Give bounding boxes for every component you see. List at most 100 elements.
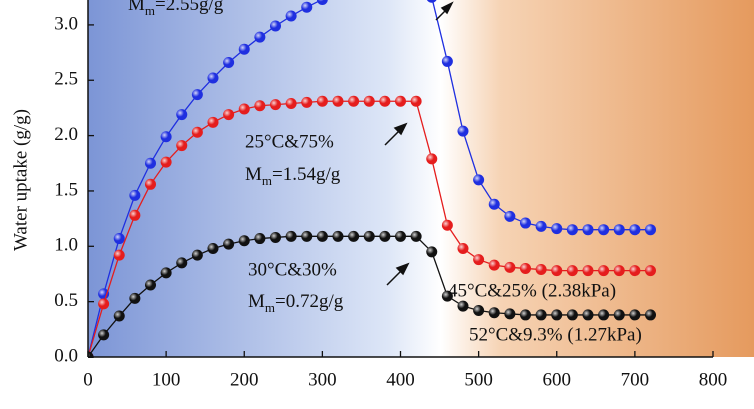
point-shine [129, 292, 141, 304]
point-shine [363, 230, 375, 242]
point-shine [113, 310, 125, 322]
y-tick-label: 3.0 [54, 13, 78, 34]
point-shine [410, 230, 422, 242]
annotation: Mm=2.55g/g [128, 0, 224, 18]
annotation-part: M [248, 291, 265, 312]
point-shine [473, 174, 485, 186]
annotation: 25°C&75% [245, 131, 334, 152]
point-shine [629, 309, 641, 321]
point-shine [520, 217, 531, 229]
annotation: Mm=1.54g/g [245, 164, 341, 188]
point-shine [207, 116, 219, 128]
x-tick-label: 0 [83, 369, 93, 390]
point-shine [488, 259, 500, 271]
point-shine [98, 329, 110, 341]
point-shine [332, 230, 344, 242]
x-tick-label: 700 [621, 369, 650, 390]
point-shine [270, 99, 281, 111]
point-shine [566, 265, 578, 277]
point-shine [223, 57, 235, 69]
annotation-part: m [265, 300, 275, 315]
point-shine [645, 265, 656, 277]
point-shine [238, 43, 250, 55]
annotation-part: M [245, 164, 262, 185]
point-shine [520, 309, 531, 321]
y-tick-label: 0.0 [54, 345, 78, 366]
point-shine [332, 95, 344, 107]
point-shine [113, 233, 125, 245]
point-shine [207, 72, 219, 84]
point-shine [551, 309, 563, 321]
point-shine [191, 126, 203, 138]
point-shine [488, 307, 500, 319]
point-shine [145, 279, 156, 291]
point-shine [598, 224, 610, 236]
annotation: 52°C&9.3% (1.27kPa) [469, 324, 642, 345]
point-shine [535, 264, 547, 276]
point-shine [441, 290, 453, 302]
point-shine [160, 156, 172, 168]
point-shine [566, 309, 578, 321]
annotation-part: =0.72g/g [275, 291, 344, 312]
y-axis-label: Water uptake (g/g) [10, 109, 31, 251]
annotation-part: m [262, 173, 272, 188]
point-shine [395, 230, 406, 242]
point-shine [504, 261, 516, 273]
point-shine [176, 109, 188, 121]
point-shine [410, 95, 422, 107]
point-shine [98, 298, 110, 310]
annotation: 45°C&25% (2.38kPa) [448, 280, 616, 301]
point-shine [285, 10, 297, 22]
x-tick-label: 500 [464, 369, 493, 390]
point-shine [254, 100, 266, 112]
point-shine [613, 265, 625, 277]
point-shine [613, 309, 625, 321]
annotation-part: M [128, 0, 145, 15]
point-shine [473, 254, 485, 266]
point-shine [645, 309, 656, 321]
point-shine [629, 224, 641, 236]
point-shine [613, 224, 625, 236]
point-shine [301, 96, 313, 108]
y-tick-label: 0.5 [54, 290, 78, 311]
point-shine [270, 20, 281, 32]
point-shine [129, 189, 141, 201]
point-shine [441, 219, 453, 231]
point-shine [176, 257, 188, 269]
plot-area [88, 0, 656, 358]
point-shine [551, 223, 563, 235]
point-shine [598, 265, 610, 277]
point-shine [316, 95, 328, 107]
point-shine [473, 305, 485, 317]
x-tick-label: 800 [699, 369, 728, 390]
y-tick-label: 2.0 [54, 124, 78, 145]
point-shine [363, 95, 375, 107]
point-shine [223, 238, 235, 250]
point-shine [223, 109, 235, 121]
x-tick-label: 600 [543, 369, 572, 390]
point-shine [457, 300, 469, 312]
point-shine [457, 243, 469, 255]
annotation: 30°C&30% [248, 259, 337, 280]
x-tick-label: 100 [152, 369, 181, 390]
annotation-part: =2.55g/g [155, 0, 224, 15]
point-shine [598, 309, 610, 321]
point-shine [113, 249, 125, 261]
point-shine [129, 209, 141, 221]
point-shine [316, 230, 328, 242]
point-shine [191, 249, 203, 261]
point-shine [160, 131, 172, 143]
x-tick-label: 300 [308, 369, 337, 390]
point-shine [395, 95, 406, 107]
annotation-part: =1.54g/g [272, 164, 341, 185]
point-shine [566, 224, 578, 236]
point-shine [348, 95, 360, 107]
x-tick-label: 400 [386, 369, 415, 390]
annotation: Mm=0.72g/g [248, 291, 344, 315]
background [88, 0, 754, 357]
point-shine [160, 267, 172, 279]
annotation-arrows [384, 1, 454, 286]
point-shine [301, 1, 313, 13]
point-shine [238, 103, 250, 115]
